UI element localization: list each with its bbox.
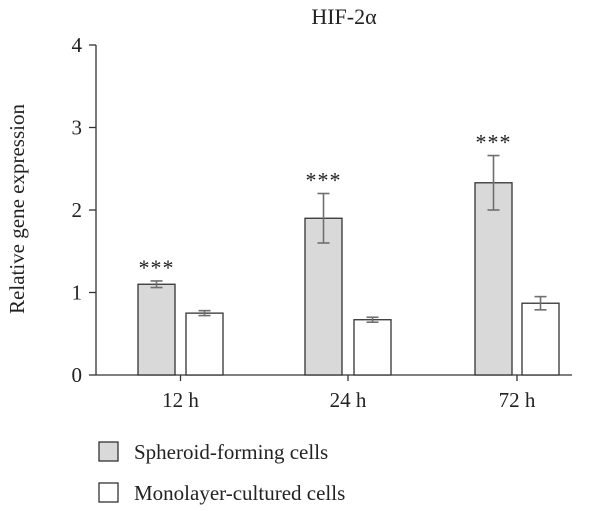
legend-label: Monolayer-cultured cells: [134, 481, 345, 505]
x-tick-label: 72 h: [499, 388, 536, 412]
y-tick-label: 3: [72, 116, 83, 140]
chart-title: HIF-2α: [311, 4, 377, 29]
y-tick-label: 1: [72, 281, 83, 305]
significance-label: ***: [306, 168, 342, 193]
x-tick-label: 24 h: [330, 388, 367, 412]
bar-monolayer: [185, 312, 224, 376]
legend: Spheroid-forming cells Monolayer-cultured…: [98, 440, 345, 505]
bar-monolayer: [521, 302, 560, 376]
bar-spheroid: [474, 182, 513, 376]
y-tick-label: 2: [72, 198, 83, 222]
legend-label: Spheroid-forming cells: [134, 440, 328, 464]
bar-spheroid: [304, 217, 343, 376]
bar-spheroid: [137, 283, 176, 376]
significance-label: ***: [476, 130, 512, 155]
legend-swatch: [98, 441, 119, 462]
y-axis-label: Relative gene expression: [5, 104, 29, 314]
legend-swatch: [98, 482, 119, 503]
y-tick-label: 0: [72, 363, 83, 387]
significance-label: ***: [139, 255, 175, 280]
bar-monolayer: [353, 319, 392, 376]
y-tick-label: 4: [72, 33, 83, 57]
x-tick-label: 12 h: [162, 388, 199, 412]
plot-area: 0 1 2 3 4 *** 12 h *** 24 h *** 72 h: [72, 33, 572, 412]
